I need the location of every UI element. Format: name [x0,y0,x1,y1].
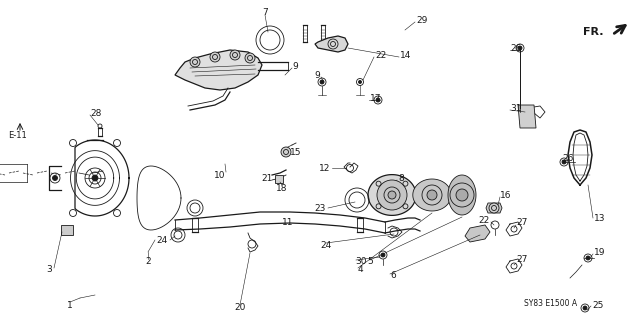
Circle shape [518,46,522,50]
Text: 29: 29 [416,15,427,25]
Polygon shape [448,175,476,215]
Circle shape [210,52,220,62]
Text: 31: 31 [510,103,522,113]
Text: 1: 1 [67,300,73,309]
Text: 9: 9 [314,70,320,79]
Polygon shape [61,225,73,235]
Text: 8: 8 [398,173,404,182]
Polygon shape [275,175,283,183]
Circle shape [245,53,255,63]
Circle shape [359,81,362,84]
Polygon shape [413,179,451,211]
Text: 11: 11 [282,218,294,227]
Text: 22: 22 [375,51,386,60]
Text: SY83 E1500 A: SY83 E1500 A [524,299,577,308]
Text: 28: 28 [90,108,101,117]
Text: 9: 9 [292,61,297,70]
Text: 25: 25 [592,301,603,310]
Polygon shape [465,225,490,242]
Polygon shape [486,203,502,213]
Circle shape [427,190,437,200]
Text: 17: 17 [370,93,382,102]
Text: 27: 27 [516,218,527,227]
Circle shape [281,147,291,157]
Polygon shape [368,175,416,215]
Text: 4: 4 [358,266,364,275]
Text: 19: 19 [594,247,606,257]
Text: 21: 21 [262,173,273,182]
Circle shape [190,57,200,67]
Text: 18: 18 [276,183,288,193]
Text: 7: 7 [262,7,268,17]
Text: 27: 27 [516,255,527,265]
Circle shape [586,256,590,260]
Circle shape [376,98,380,102]
Text: 26: 26 [510,44,521,52]
Text: 16: 16 [500,190,512,199]
Circle shape [381,253,385,257]
Circle shape [583,306,587,310]
Text: 14: 14 [400,51,412,60]
Text: 23: 23 [315,204,326,212]
Circle shape [377,180,407,210]
Text: 22: 22 [479,215,490,225]
Polygon shape [175,50,262,90]
Text: 3: 3 [47,266,52,275]
Text: 15: 15 [290,148,301,156]
Text: 6: 6 [390,271,396,281]
Text: 13: 13 [594,213,606,222]
Text: 24: 24 [320,241,332,250]
Circle shape [388,191,396,199]
Circle shape [92,175,98,181]
Text: 20: 20 [234,303,246,313]
Circle shape [230,50,240,60]
Text: 2: 2 [145,258,151,267]
Text: FR.: FR. [583,27,604,37]
Circle shape [456,189,468,201]
Polygon shape [518,105,536,128]
Circle shape [562,160,566,164]
Circle shape [489,203,499,213]
Text: 24: 24 [157,236,168,244]
Text: 26: 26 [562,154,573,163]
Text: 5: 5 [367,258,373,267]
Text: 30: 30 [355,258,366,267]
Circle shape [320,80,324,84]
Text: E-11: E-11 [8,131,27,140]
Polygon shape [315,36,348,52]
Circle shape [52,175,57,180]
Text: 10: 10 [213,171,225,180]
Text: 12: 12 [318,164,330,172]
